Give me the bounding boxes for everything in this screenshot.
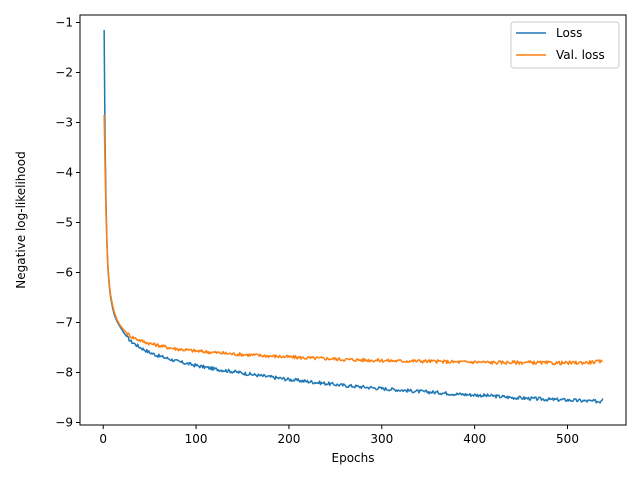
y-tick-label: −7 <box>55 316 73 330</box>
x-tick-label: 100 <box>185 432 208 446</box>
plot-frame <box>79 14 627 426</box>
x-tick-label: 300 <box>370 432 393 446</box>
x-tick-label: 400 <box>463 432 486 446</box>
legend-label-val-loss: Val. loss <box>556 48 605 62</box>
series-layer <box>103 29 604 404</box>
y-tick-label: −3 <box>55 116 73 130</box>
x-tick-label: 200 <box>277 432 300 446</box>
x-axis: 0 100 200 300 400 500 <box>99 425 579 446</box>
y-tick-label: −6 <box>55 266 73 280</box>
series-line-val-loss <box>103 114 603 366</box>
legend: Loss Val. loss <box>510 21 620 69</box>
y-tick-label: −1 <box>55 16 73 30</box>
legend-label-loss: Loss <box>556 26 582 40</box>
x-axis-label: Epochs <box>332 451 375 465</box>
y-tick-label: −4 <box>55 166 73 180</box>
series-line-loss <box>103 29 604 404</box>
y-tick-label: −2 <box>55 66 73 80</box>
y-axis: −1 −2 −3 −4 −5 −6 −7 −8 −9 <box>55 16 80 430</box>
y-tick-label: −8 <box>55 366 73 380</box>
x-tick-label: 500 <box>556 432 579 446</box>
x-tick-label: 0 <box>99 432 107 446</box>
y-tick-label: −9 <box>55 416 73 430</box>
y-tick-label: −5 <box>55 216 73 230</box>
y-axis-label: Negative log-likelihood <box>14 151 28 288</box>
